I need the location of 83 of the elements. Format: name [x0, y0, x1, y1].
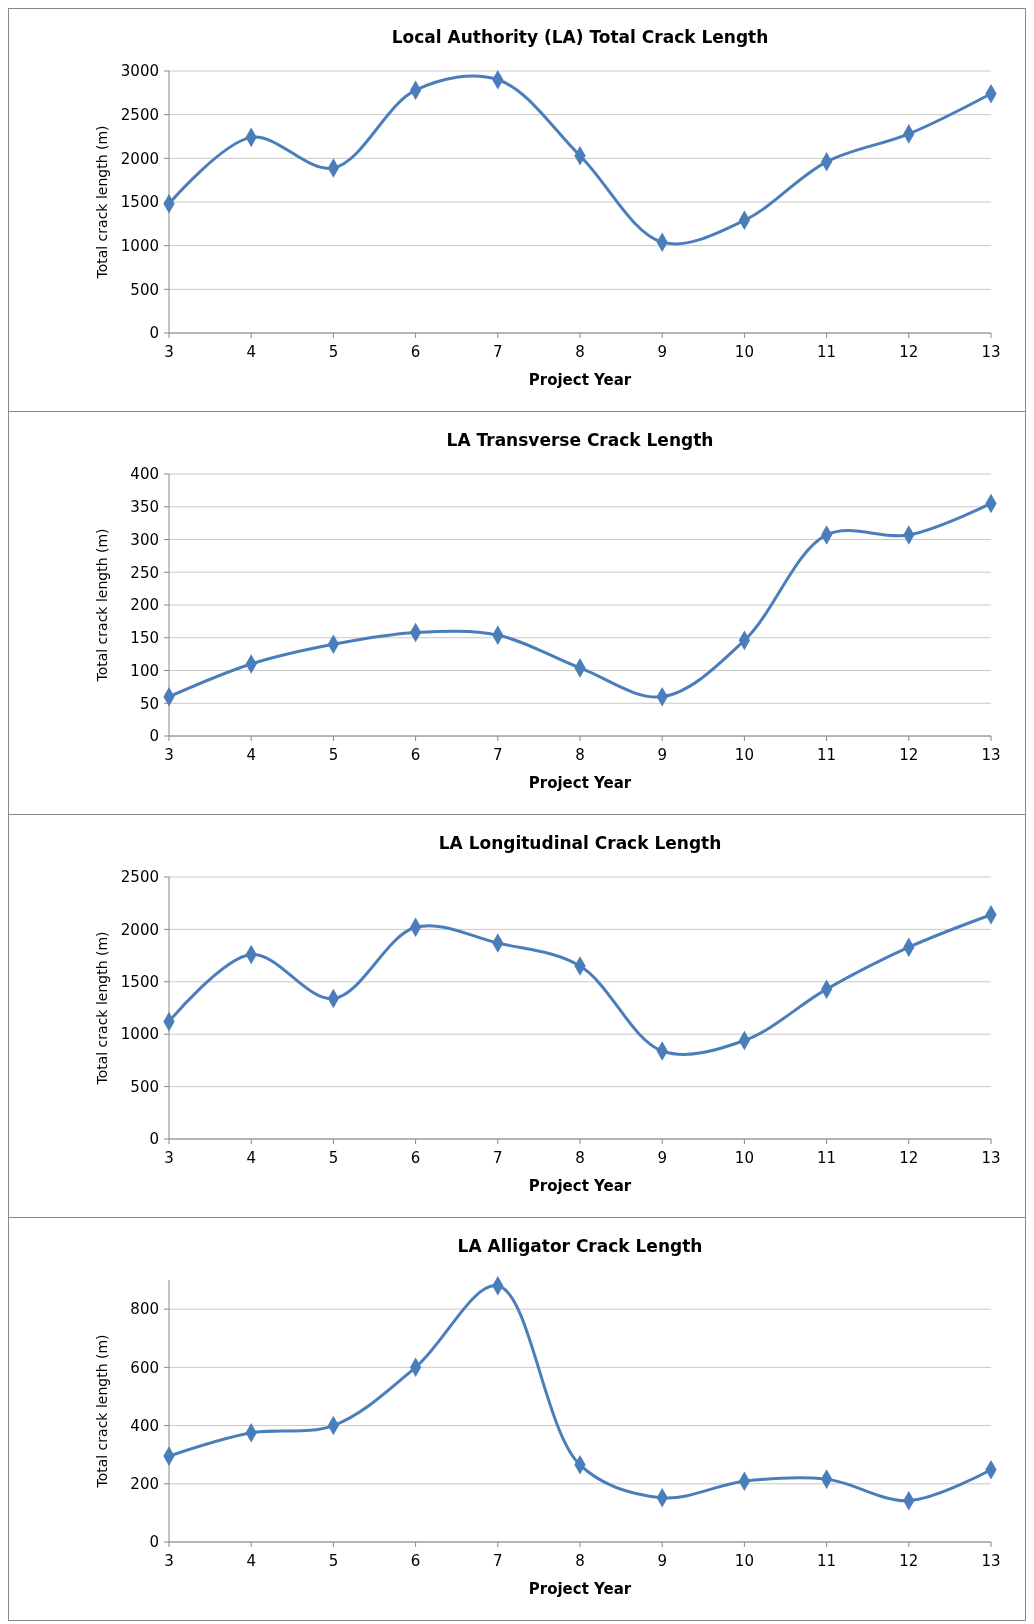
chart-title: Local Authority (LA) Total Crack Length	[391, 27, 769, 47]
y-tick-label: 100	[130, 661, 159, 680]
x-tick-label: 8	[575, 1552, 585, 1570]
y-tick-label: 0	[149, 727, 159, 746]
y-tick-label: 1500	[120, 973, 159, 992]
y-tick-label: 3000	[120, 62, 159, 81]
x-tick-label: 11	[817, 1149, 837, 1167]
x-tick-label: 13	[981, 1149, 1001, 1167]
x-tick-label: 12	[899, 343, 919, 361]
chart-title: LA Transverse Crack Length	[446, 430, 714, 450]
x-axis-title: Project Year	[528, 774, 632, 792]
y-tick-label: 600	[130, 1358, 159, 1377]
x-tick-label: 8	[575, 1149, 585, 1167]
x-tick-label: 10	[734, 746, 754, 764]
y-tick-label: 1500	[120, 193, 159, 212]
y-tick-label: 50	[139, 694, 159, 713]
chart-title: LA Alligator Crack Length	[457, 1236, 703, 1256]
x-tick-label: 13	[981, 343, 1001, 361]
x-tick-label: 10	[734, 1149, 754, 1167]
x-tick-label: 7	[493, 1552, 503, 1570]
x-tick-label: 8	[575, 343, 585, 361]
x-tick-label: 3	[164, 343, 174, 361]
y-axis-title: Total crack length (m)	[94, 1334, 110, 1489]
chart-title: LA Longitudinal Crack Length	[438, 833, 722, 853]
x-tick-label: 5	[328, 746, 339, 764]
x-tick-label: 9	[657, 1552, 667, 1570]
y-tick-label: 300	[130, 530, 159, 549]
x-tick-label: 12	[899, 1149, 919, 1167]
x-tick-label: 3	[164, 1552, 174, 1570]
x-tick-label: 7	[493, 1149, 503, 1167]
y-tick-label: 0	[149, 324, 159, 343]
y-tick-label: 250	[130, 563, 159, 582]
x-tick-label: 5	[328, 343, 339, 361]
x-tick-label: 4	[246, 746, 256, 764]
x-tick-label: 4	[246, 1149, 256, 1167]
x-tick-label: 3	[164, 746, 174, 764]
x-tick-label: 13	[981, 746, 1001, 764]
y-tick-label: 2000	[120, 149, 159, 168]
y-tick-label: 0	[149, 1130, 159, 1149]
x-tick-label: 10	[734, 1552, 754, 1570]
y-axis-title: Total crack length (m)	[94, 125, 110, 280]
x-tick-label: 10	[734, 343, 754, 361]
y-tick-label: 200	[130, 1475, 159, 1494]
y-tick-label: 1000	[120, 1025, 159, 1044]
x-tick-label: 7	[493, 746, 503, 764]
y-tick-label: 2000	[120, 920, 159, 939]
y-tick-label: 350	[130, 498, 159, 516]
x-tick-label: 13	[981, 1552, 1001, 1570]
y-tick-label: 1000	[120, 236, 159, 255]
x-tick-label: 5	[328, 1552, 339, 1570]
y-tick-label: 400	[130, 465, 159, 484]
x-tick-label: 3	[164, 1149, 174, 1167]
x-tick-label: 12	[899, 746, 919, 764]
y-tick-label: 2500	[120, 868, 159, 887]
x-tick-label: 7	[493, 343, 503, 361]
y-tick-label: 200	[130, 596, 159, 615]
y-axis-title: Total crack length (m)	[94, 931, 110, 1086]
x-tick-label: 9	[657, 1149, 667, 1167]
y-tick-label: 150	[130, 629, 159, 647]
x-tick-label: 4	[246, 343, 256, 361]
x-tick-label: 6	[410, 746, 421, 764]
y-axis-title: Total crack length (m)	[94, 528, 110, 683]
y-tick-label: 500	[130, 280, 159, 299]
x-tick-label: 8	[575, 746, 585, 764]
y-tick-label: 400	[130, 1416, 159, 1435]
x-tick-label: 11	[817, 343, 837, 361]
x-axis-title: Project Year	[528, 1580, 632, 1598]
x-tick-label: 9	[657, 343, 667, 361]
x-tick-label: 5	[328, 1149, 339, 1167]
x-tick-label: 9	[657, 746, 667, 764]
x-tick-label: 12	[899, 1552, 919, 1570]
x-tick-label: 6	[410, 1552, 421, 1570]
y-tick-label: 2500	[120, 105, 159, 124]
x-tick-label: 6	[410, 1149, 421, 1167]
y-tick-label: 500	[130, 1077, 159, 1096]
x-axis-title: Project Year	[528, 371, 632, 389]
x-tick-label: 11	[817, 1552, 837, 1570]
x-tick-label: 4	[246, 1552, 256, 1570]
x-tick-label: 6	[410, 343, 421, 361]
y-tick-label: 800	[130, 1300, 159, 1319]
x-axis-title: Project Year	[528, 1177, 632, 1195]
y-tick-label: 0	[149, 1533, 159, 1552]
x-tick-label: 11	[817, 746, 837, 764]
